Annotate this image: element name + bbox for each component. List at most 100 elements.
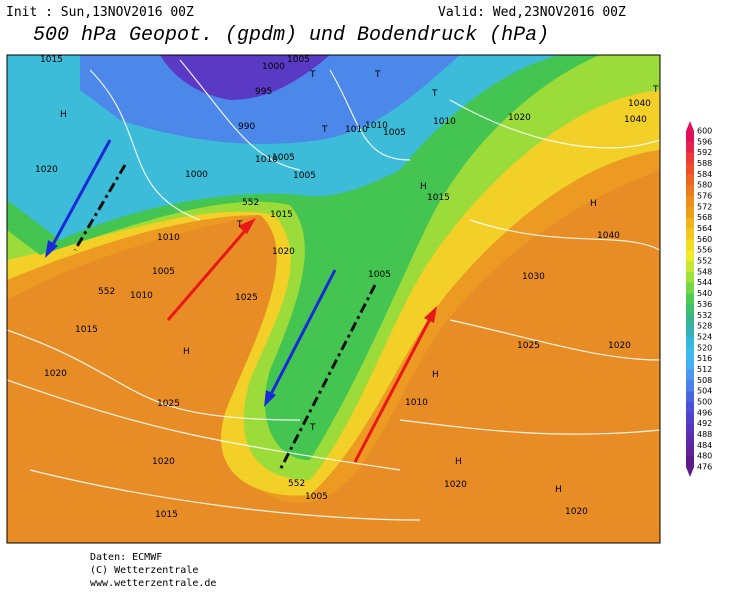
colorbar-swatch [686,304,694,316]
colorbar-swatch [686,206,694,219]
isobar-label: 552 [98,287,115,297]
isobar-label: 552 [288,479,305,489]
colorbar-swatch [686,196,694,208]
colorbar-swatch [686,347,694,360]
isobar-label: 1000 [185,170,208,180]
map-title: 500 hPa Geopot. (gpdm) und Bodendruck (h… [33,24,549,47]
colorbar-label: 576 [697,192,712,201]
colorbar-swatch [686,358,694,370]
colorbar-swatch [686,336,694,349]
pressure-center: H [555,485,562,495]
isobar-label: 1010 [345,125,368,135]
isobar-label: 1020 [608,341,631,351]
isobar-label: 1020 [44,369,67,379]
map-frame [6,54,661,544]
isobar-label: 1015 [270,210,293,220]
isobar-label: 1000 [262,62,285,72]
colorbar-label: 592 [697,148,712,157]
isobar-label: 1005 [152,267,175,277]
pressure-center: T [236,220,243,230]
isobar-label: 1010 [433,117,456,127]
colorbar-swatch [686,293,694,305]
colorbar-label: 588 [697,159,712,168]
isobar-label: 1010 [365,121,388,131]
colorbar-label: 560 [697,235,712,244]
colorbar-swatch [686,456,694,468]
colorbar-swatch [686,326,694,338]
pressure-center: T [309,70,316,80]
pressure-center: H [420,182,427,192]
colorbar-label: 524 [697,332,712,341]
pressure-center: T [374,70,381,80]
pressure-center: H [60,110,67,120]
isobar-label: 1020 [152,457,175,467]
colorbar-swatch [686,217,694,230]
colorbar-label: 496 [697,408,712,417]
isobar-label: 552 [242,198,259,208]
isobar-label: 990 [238,122,255,132]
isobar-label: 1020 [565,507,588,517]
pressure-center: T [321,125,328,135]
pressure-center: H [455,457,462,467]
isobar-label: 1005 [287,55,310,65]
isobar-label: 1005 [368,270,391,280]
isobar-label: 1015 [75,325,98,335]
isobar-label: 1010 [255,155,278,165]
footer-copyright: (C) Wetterzentrale [90,565,198,576]
colorbar-swatch [686,271,694,284]
colorbar-label: 504 [697,387,712,396]
colorbar-label: 596 [697,137,712,146]
isobar-label: 1010 [405,398,428,408]
pressure-center: H [183,347,190,357]
colorbar-swatch [686,445,694,457]
footer-source: Daten: ECMWF [90,552,162,563]
colorbar-label: 556 [697,246,712,255]
pressure-center: H [590,199,597,209]
isobar-label: 1040 [624,115,647,125]
colorbar-label: 484 [697,441,712,450]
isobar-label: 1040 [597,231,620,241]
isobar-label: 1030 [522,272,545,282]
colorbar-swatch [686,369,694,381]
colorbar-label: 600 [697,127,712,136]
colorbar-swatch [686,131,694,143]
colorbar-cap [686,121,694,131]
colorbar-label: 544 [697,278,712,287]
isobar-label: 1020 [508,113,531,123]
colorbar-swatch [686,315,694,327]
isobar-label: 1015 [40,55,63,65]
colorbar-swatch [686,261,694,273]
pressure-center: T [652,85,659,95]
isobar-label: 995 [255,87,272,97]
colorbar-cap [686,467,694,477]
isobar-label: 1010 [130,291,153,301]
colorbar-label: 532 [697,311,712,320]
isobar-label: 1015 [155,510,178,520]
colorbar-swatch [686,250,694,262]
colorbar-swatch [686,141,694,154]
colorbar-swatch [686,434,694,446]
isobar-label: 1005 [272,153,295,163]
valid-time: Valid: Wed,23NOV2016 00Z [438,5,626,20]
isobar-label: 1020 [444,480,467,490]
colorbar-label: 512 [697,365,712,374]
isobar-label: 1020 [35,165,58,175]
colorbar-label: 476 [697,463,712,472]
colorbar-label: 516 [697,354,712,363]
colorbar-label: 480 [697,452,712,461]
colorbar-swatch [686,380,694,392]
colorbar-swatch [686,174,694,186]
isobar-label: 1025 [157,399,180,409]
isobar-label: 1025 [235,293,258,303]
pressure-center: T [309,423,316,433]
isobar-label: 1005 [305,492,328,502]
colorbar-swatch [686,401,694,414]
colorbar-label: 520 [697,343,712,352]
colorbar-swatch [686,412,694,425]
isobar-label: 1040 [628,99,651,109]
isobar-label: 1020 [272,247,295,257]
pressure-center: H [432,370,439,380]
colorbar-label: 488 [697,430,712,439]
